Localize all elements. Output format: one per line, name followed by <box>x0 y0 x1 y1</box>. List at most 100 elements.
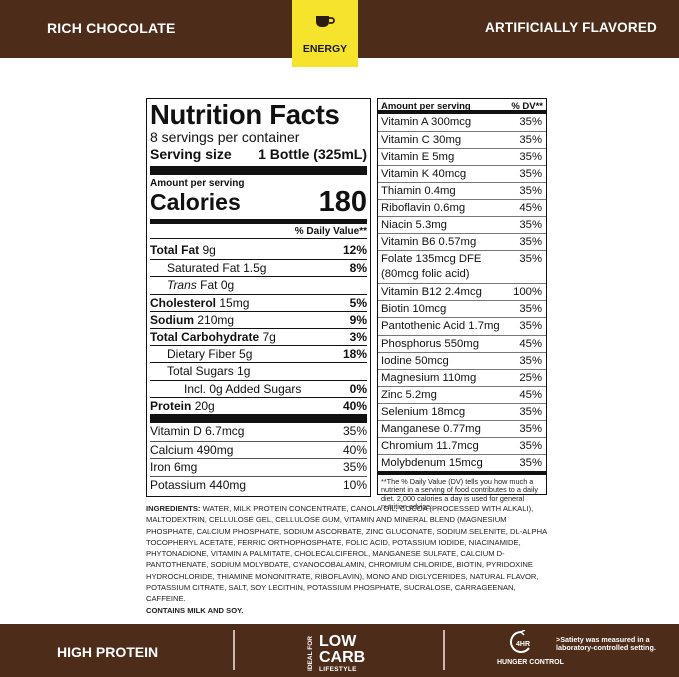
divider <box>443 630 445 670</box>
vitamin-dv: 35% <box>519 354 542 367</box>
vitamin-panel-row: Selenium 18mcg 35% <box>378 402 546 420</box>
vitamin-name: Manganese 0.77mg <box>381 422 481 435</box>
thick-divider <box>150 166 367 175</box>
vitamin-panel-row: Molybdenum 15mcg 35% <box>378 453 546 471</box>
ingredients-label: INGREDIENTS: <box>146 504 201 513</box>
nutrient-row-dietary-fiber: Dietary Fiber 5g 18% <box>150 345 367 362</box>
vitamin-panel-row: Chromium 11.7mcg 35% <box>378 436 546 454</box>
vitamin-name: Molybdenum 15mcg <box>381 456 483 469</box>
vitamin-name: Selenium 18mcg <box>381 405 466 418</box>
vitamin-dv: 35% <box>519 236 542 249</box>
ingredients-text: WATER, MILK PROTEIN CONCENTRATE, CANOLA … <box>146 504 547 604</box>
vitamin-name: Vitamin B6 0.57mg <box>381 236 477 249</box>
vitamin-panel-row: Manganese 0.77mg 35% <box>378 419 546 437</box>
vitamin-dv: 35% <box>519 168 542 181</box>
coffee-cup-icon <box>316 16 335 27</box>
serving-size-label: Serving size <box>150 146 232 162</box>
vitamin-name: Vitamin C 30mg <box>381 134 462 147</box>
allergen-statement: CONTAINS MILK AND SOY. <box>146 605 244 615</box>
daily-value-header: % Daily Value** <box>150 224 367 239</box>
amount-per-serving: Amount per serving <box>150 178 245 189</box>
nutrient-row-total-sugars: Total Sugars 1g <box>150 362 367 379</box>
vitamin-name: Folate 135mcg DFE (80mcg folic acid) <box>381 253 482 281</box>
vitamin-dv: 45% <box>519 337 542 350</box>
vitamin-dv: 35% <box>519 116 542 128</box>
nutrient-row-protein: Protein 20g 40% <box>150 396 367 413</box>
nutrient-row-saturated-fat: Saturated Fat 1.5g 8% <box>150 259 367 276</box>
vitamin-dv: 35% <box>519 456 542 469</box>
vitamin-name: Chromium 11.7mcg <box>381 439 479 452</box>
vitamin-name: Niacin 5.3mg <box>381 219 447 232</box>
vitamin-dv: 35% <box>519 219 542 232</box>
divider <box>233 630 235 670</box>
vitamin-row: Vitamin D 6.7mcg 35% <box>150 423 367 438</box>
satiety-note: >Satiety was measured in a laboratory-co… <box>556 635 656 653</box>
high-protein-label: HIGH PROTEIN <box>57 644 159 660</box>
vitamin-row: Iron 6mg 35% <box>150 458 367 475</box>
nutrition-facts-panel: Nutrition Facts 8 servings per container… <box>146 98 371 497</box>
ingredients-block: INGREDIENTS: WATER, MILK PROTEIN CONCENT… <box>146 503 551 616</box>
calories-label: Calories <box>150 189 241 215</box>
vitamin-panel-row: Zinc 5.2mg 45% <box>378 385 546 403</box>
energy-label: ENERGY <box>302 43 348 55</box>
vitamin-panel-header: Amount per serving % DV** <box>378 99 546 114</box>
vitamin-panel-row: Vitamin K 40mcg 35% <box>378 165 546 182</box>
vitamin-name: Iodine 50mcg <box>381 354 449 367</box>
vitamin-dv: 25% <box>519 371 542 384</box>
vitamin-dv: 45% <box>519 202 542 215</box>
vitamin-panel-row: Riboflavin 0.6mg 45% <box>378 199 546 216</box>
vitamin-name: Magnesium 110mg <box>381 371 477 384</box>
vitamin-name: Pantothenic Acid 1.7mg <box>381 320 500 333</box>
vitamin-panel-row: Phosphorus 550mg 45% <box>378 334 546 352</box>
vitamin-name: Vitamin B12 2.4mcg <box>381 286 482 299</box>
flavor-label: RICH CHOCOLATE <box>47 20 176 36</box>
vitamin-panel-row: Vitamin E 5mg 35% <box>378 148 546 165</box>
lifestyle-label: LIFESTYLE <box>319 666 357 673</box>
vitamin-name: Vitamin K 40mcg <box>381 168 467 181</box>
vitamin-panel-row: Vitamin B6 0.57mg 35% <box>378 233 546 250</box>
servings-per-container: 8 servings per container <box>150 129 300 145</box>
vitamin-name: Vitamin E 5mg <box>381 151 455 164</box>
nutrient-row-total-carbohydrate: Total Carbohydrate 7g 3% <box>150 327 367 344</box>
vitamin-row: Potassium 440mg 10% <box>150 475 367 492</box>
vitamin-dv: 35% <box>519 185 542 198</box>
vitamin-panel-row: Vitamin B12 2.4mcg 100% <box>378 283 546 300</box>
nutrition-facts-title: Nutrition Facts <box>150 99 340 130</box>
clock-stomach-icon: 4HR <box>510 630 530 653</box>
vitamin-dv: 35% <box>519 151 542 164</box>
vitamin-name: Phosphorus 550mg <box>381 337 479 350</box>
vitamin-panel-row: Magnesium 110mg 25% <box>378 368 546 386</box>
hunger-control-badge: 4HR HUNGER CONTROL <box>497 630 564 674</box>
vitamin-panel-row: Vitamin C 30mg 35% <box>378 131 546 148</box>
vitamin-dv: 100% <box>513 286 542 299</box>
nutrient-row-trans-fat: Trans Fat 0g <box>150 276 367 293</box>
hunger-icon-text: 4HR <box>516 641 530 648</box>
vitamin-panel-row: Biotin 10mcg 35% <box>378 300 546 317</box>
vitamin-dv: 35% <box>519 422 542 435</box>
carb-label: CARB <box>319 649 366 666</box>
vitamin-name: Thiamin 0.4mg <box>381 185 456 198</box>
vitamin-dv: 35% <box>519 405 542 418</box>
serving-size: Serving size 1 Bottle (325mL) <box>150 146 367 163</box>
nutrient-row-cholesterol: Cholesterol 15mg 5% <box>150 293 367 310</box>
vitamin-name: Riboflavin 0.6mg <box>381 202 466 215</box>
vitamin-panel-row: Niacin 5.3mg 35% <box>378 216 546 233</box>
serving-size-value: 1 Bottle (325mL) <box>258 146 367 162</box>
thick-divider <box>150 413 367 423</box>
hunger-control-label: HUNGER CONTROL <box>497 659 564 666</box>
vitamin-name: Zinc 5.2mg <box>381 388 437 401</box>
vitamin-dv: 35% <box>519 320 542 333</box>
bottom-banner: HIGH PROTEIN IDEAL FOR LOW CARB LIFESTYL… <box>0 624 679 677</box>
vitamin-dv: 35% <box>519 303 542 316</box>
calories-value: 180 <box>318 186 367 218</box>
vitamin-dv: 35% <box>519 439 542 452</box>
vitamin-panel-row: Vitamin A 300mcg 35% <box>378 114 546 131</box>
ideal-for-label: IDEAL FOR <box>306 635 314 671</box>
vitamin-panel-row: Folate 135mcg DFE (80mcg folic acid) 35% <box>378 250 546 283</box>
energy-badge: ENERGY <box>292 0 358 67</box>
vitamin-dv: 35% <box>519 253 542 266</box>
daily-value-footnote: **The % Daily Value (DV) tells you how m… <box>378 470 546 512</box>
vitamin-panel-row: Iodine 50mcg 35% <box>378 351 546 369</box>
medium-divider <box>150 219 367 224</box>
artificially-flavored-label: ARTIFICIALLY FLAVORED <box>485 20 657 35</box>
